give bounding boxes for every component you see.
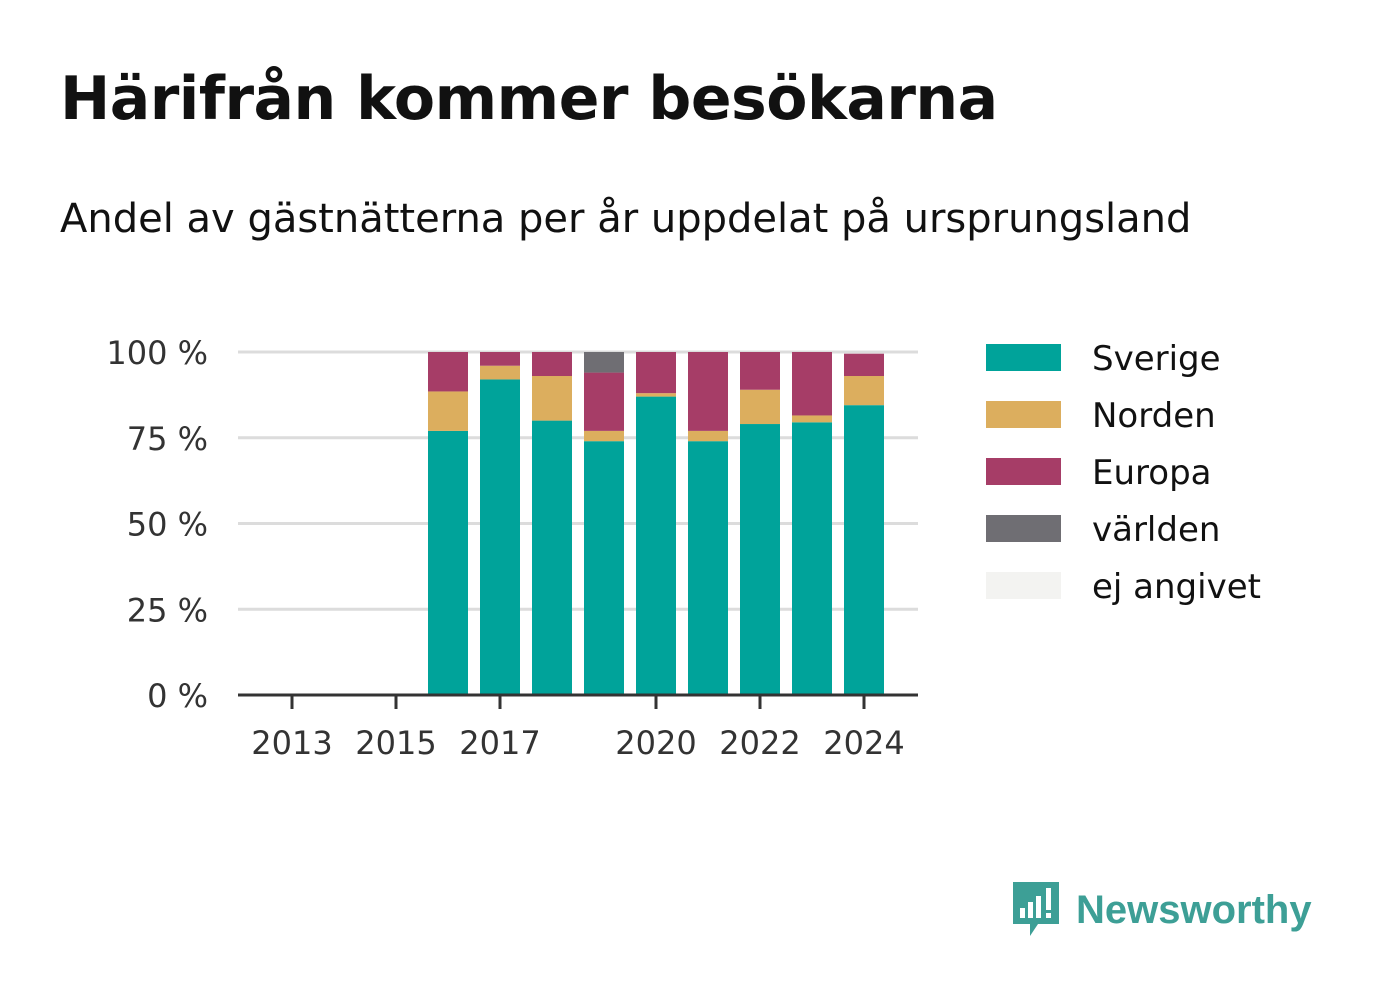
legend-swatch-sverige (986, 344, 1061, 371)
bar-norden-2022 (740, 389, 780, 425)
bar-europa-2023 (792, 352, 832, 416)
bar-norden-2024 (844, 376, 884, 406)
legend-label: Sverige (1092, 339, 1221, 379)
legend-label: ej angivet (1092, 567, 1261, 607)
x-tick-label: 2020 (615, 724, 696, 762)
bar-norden-2020 (636, 393, 676, 397)
y-tick-label: 25 % (127, 591, 208, 629)
newsworthy-logo-icon (1013, 882, 1059, 936)
bar-europa-2024 (844, 353, 884, 377)
brand-name: Newsworthy (1076, 887, 1312, 932)
legend-swatch-världen (986, 515, 1061, 542)
bar-sverige-2021 (688, 441, 728, 695)
legend-label: Norden (1092, 396, 1216, 436)
legend-swatch-norden (986, 401, 1061, 428)
legend-label: världen (1092, 510, 1220, 550)
bar-europa-2018 (532, 352, 572, 377)
x-tick-label: 2024 (823, 724, 904, 762)
bar-sverige-2022 (740, 424, 780, 695)
y-tick-label: 50 % (127, 506, 208, 544)
bar-sverige-2019 (584, 441, 624, 695)
bar-europa-2020 (636, 352, 676, 394)
bar-norden-2018 (532, 376, 572, 421)
bar-europa-2021 (688, 352, 728, 431)
bar-europa-2016 (428, 352, 468, 392)
legend-swatch-ej-angivet (986, 572, 1061, 599)
y-tick-label: 0 % (147, 677, 208, 715)
bar-sverige-2020 (636, 396, 676, 695)
bar-sverige-2017 (480, 379, 520, 695)
bar-norden-2016 (428, 391, 468, 431)
bar-världen-2019 (584, 352, 624, 373)
bar-europa-2017 (480, 352, 520, 366)
x-tick-label: 2015 (355, 724, 436, 762)
x-tick-label: 2017 (459, 724, 540, 762)
bar-sverige-2024 (844, 405, 884, 695)
bar-europa-2022 (740, 352, 780, 390)
bar-norden-2017 (480, 365, 520, 380)
legend-label: Europa (1092, 453, 1211, 493)
x-tick-label: 2022 (719, 724, 800, 762)
bar-sverige-2023 (792, 422, 832, 695)
bar-sverige-2016 (428, 430, 468, 695)
newsworthy-logo: Newsworthy (1010, 880, 1312, 940)
y-tick-label: 100 % (106, 334, 208, 372)
chart-subtitle: Andel av gästnätterna per år uppdelat på… (60, 196, 1192, 242)
bar-norden-2019 (584, 430, 624, 442)
bar-sverige-2018 (532, 420, 572, 695)
bar-norden-2023 (792, 415, 832, 423)
bar-norden-2021 (688, 430, 728, 442)
legend-swatch-europa (986, 458, 1061, 485)
chart-title: Härifrån kommer besökarna (60, 64, 998, 134)
y-tick-label: 75 % (127, 420, 208, 458)
x-tick-label: 2013 (251, 724, 332, 762)
bar-europa-2019 (584, 372, 624, 431)
